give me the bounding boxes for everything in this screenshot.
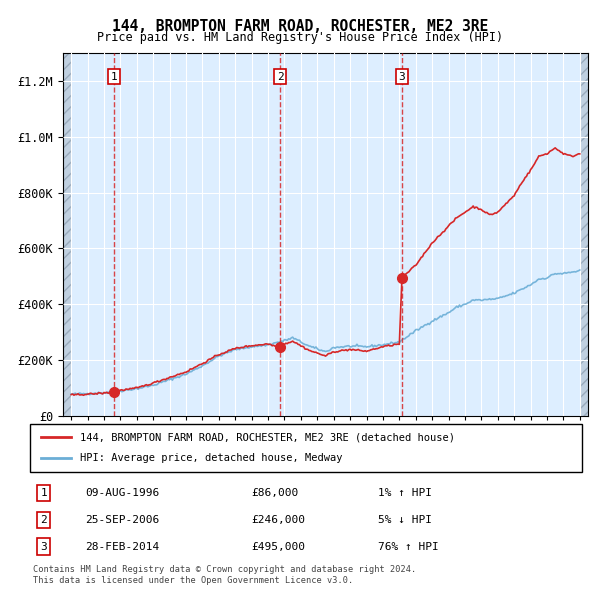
Text: 1: 1 bbox=[110, 72, 118, 81]
Text: £495,000: £495,000 bbox=[251, 542, 305, 552]
Bar bbox=[63, 53, 71, 416]
Text: Contains HM Land Registry data © Crown copyright and database right 2024.
This d: Contains HM Land Registry data © Crown c… bbox=[33, 565, 416, 585]
Text: 09-AUG-1996: 09-AUG-1996 bbox=[85, 488, 160, 498]
Text: 1% ↑ HPI: 1% ↑ HPI bbox=[378, 488, 432, 498]
FancyBboxPatch shape bbox=[30, 424, 582, 472]
Bar bbox=[580, 53, 588, 416]
Text: 5% ↓ HPI: 5% ↓ HPI bbox=[378, 515, 432, 525]
Text: 25-SEP-2006: 25-SEP-2006 bbox=[85, 515, 160, 525]
Text: £246,000: £246,000 bbox=[251, 515, 305, 525]
Text: 2: 2 bbox=[40, 515, 47, 525]
Text: 76% ↑ HPI: 76% ↑ HPI bbox=[378, 542, 439, 552]
Text: 3: 3 bbox=[398, 72, 406, 81]
Text: £86,000: £86,000 bbox=[251, 488, 298, 498]
Text: 3: 3 bbox=[40, 542, 47, 552]
Text: 2: 2 bbox=[277, 72, 283, 81]
Text: HPI: Average price, detached house, Medway: HPI: Average price, detached house, Medw… bbox=[80, 454, 342, 464]
Text: 144, BROMPTON FARM ROAD, ROCHESTER, ME2 3RE: 144, BROMPTON FARM ROAD, ROCHESTER, ME2 … bbox=[112, 19, 488, 34]
Text: 1: 1 bbox=[40, 488, 47, 498]
Text: Price paid vs. HM Land Registry's House Price Index (HPI): Price paid vs. HM Land Registry's House … bbox=[97, 31, 503, 44]
Text: 28-FEB-2014: 28-FEB-2014 bbox=[85, 542, 160, 552]
Text: 144, BROMPTON FARM ROAD, ROCHESTER, ME2 3RE (detached house): 144, BROMPTON FARM ROAD, ROCHESTER, ME2 … bbox=[80, 432, 455, 442]
